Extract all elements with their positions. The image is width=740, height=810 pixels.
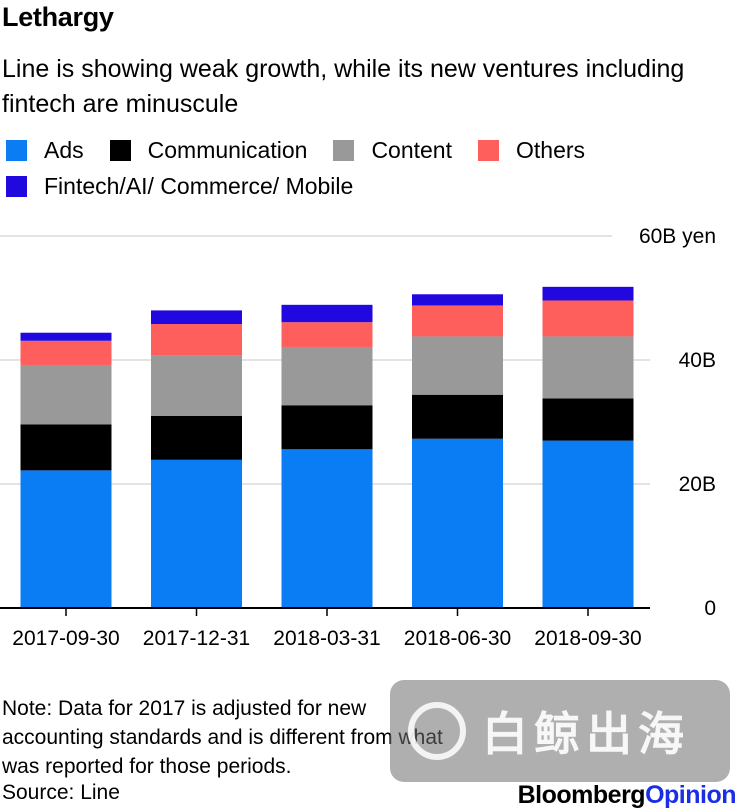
x-tick-label: 2017-12-31: [143, 627, 250, 650]
bar-segment: [151, 415, 242, 460]
brand-name: Bloomberg: [517, 781, 646, 809]
legend-item: Communication: [109, 134, 308, 166]
legend-label: Communication: [147, 136, 308, 163]
legend-item: Others: [478, 134, 585, 166]
legend: Ads Communication Content Others Fintech/AI/…: [6, 134, 726, 202]
bar-segment: [542, 336, 634, 399]
bar-segment: [20, 424, 112, 471]
chart-note: Note: Data for 2017 is adjusted for new …: [2, 697, 443, 778]
legend-item: Content: [333, 134, 452, 166]
y-tick-label: 0: [704, 597, 716, 620]
bar-segment: [542, 398, 634, 441]
bar-segment: [542, 440, 634, 608]
legend-swatch: [109, 139, 131, 161]
legend-label: Ads: [44, 136, 84, 163]
legend-swatch: [333, 139, 355, 161]
watermark: 白鲸出海: [390, 680, 730, 782]
watermark-logo-icon: [408, 702, 466, 760]
bar-segment: [412, 336, 503, 395]
x-tick-label: 2018-03-31: [273, 627, 380, 650]
y-tick-label: 20B: [679, 473, 716, 496]
legend-label: Fintech/AI/ Commerce/ Mobile: [44, 172, 354, 199]
bar-segment: [151, 324, 242, 356]
bar-segment: [281, 346, 373, 406]
bar-segment: [281, 304, 373, 323]
x-tick-label: 2018-06-30: [404, 627, 511, 650]
bar-segment: [542, 300, 634, 337]
bar-segment: [412, 294, 503, 306]
brand-logo: BloombergOpinion: [517, 781, 737, 810]
brand-opinion: Opinion: [645, 781, 736, 809]
bar-segment: [281, 405, 373, 450]
bar-segment: [20, 470, 112, 608]
bar-segment: [20, 332, 112, 341]
bar-segment: [412, 305, 503, 337]
legend-swatch: [6, 175, 27, 197]
bar-segment: [412, 438, 503, 608]
stacked-bar-chart: 0 20B 40B 60B yen 2017-09-30 2017-12-31 2018-0…: [0, 225, 716, 650]
x-tick-label: 2018-09-30: [534, 627, 641, 650]
legend-item: Fintech/AI/ Commerce/ Mobile: [6, 170, 353, 202]
bar-segment: [151, 355, 242, 416]
chart-subtitle: Line is showing weak growth, while its n…: [2, 55, 685, 118]
bar-segment: [281, 322, 373, 347]
legend-swatch: [478, 139, 499, 161]
bar-segment: [151, 459, 242, 608]
bar-segment: [412, 394, 503, 439]
legend-item: Ads: [6, 134, 84, 166]
x-tick-label: 2017-09-30: [12, 627, 119, 650]
bar-segment: [151, 310, 242, 325]
y-tick-label: 40B: [679, 349, 716, 372]
bar-segment: [20, 364, 112, 425]
chart-title: Lethargy: [2, 2, 114, 32]
chart-source: Source: Line: [2, 781, 120, 804]
legend-swatch: [6, 139, 27, 161]
bar-segment: [20, 340, 112, 365]
legend-label: Content: [371, 136, 452, 163]
y-tick-label: 60B yen: [639, 225, 716, 248]
bar-segment: [542, 286, 634, 301]
bar-segment: [281, 449, 373, 608]
watermark-text: 白鲸出海: [482, 708, 690, 760]
legend-label: Others: [516, 136, 586, 163]
